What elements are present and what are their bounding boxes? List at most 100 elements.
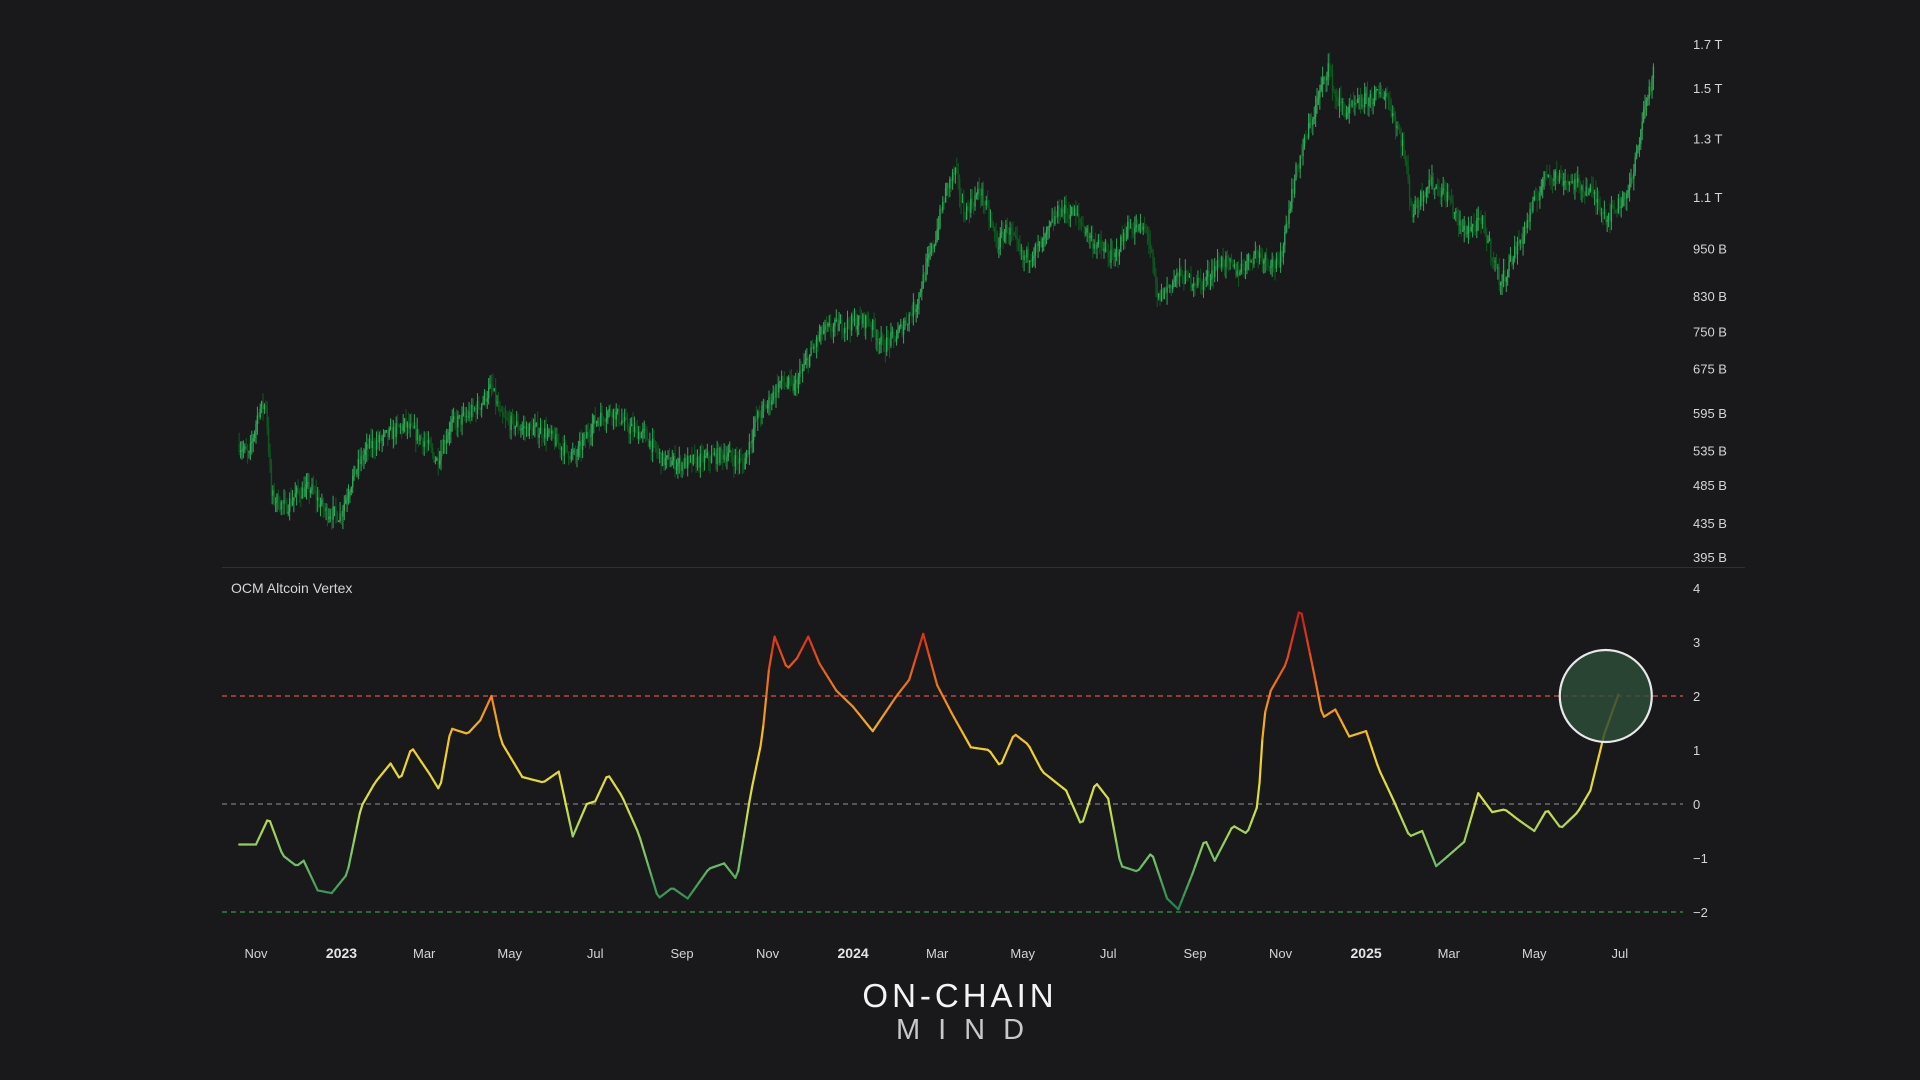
price-candle	[842, 327, 844, 339]
price-candle	[937, 216, 940, 241]
reference-lines	[222, 695, 1683, 913]
price-candle	[581, 432, 584, 459]
price-candle	[311, 477, 313, 495]
price-candle	[1059, 207, 1062, 221]
price-candle	[688, 455, 690, 465]
price-candle	[527, 422, 529, 437]
price-candle	[1327, 53, 1329, 86]
price-candle	[895, 329, 898, 346]
price-candle	[1450, 188, 1453, 204]
price-candle	[633, 416, 636, 438]
price-candle	[1393, 107, 1395, 122]
price-candle	[326, 503, 329, 527]
price-candle	[1264, 252, 1266, 273]
price-candle	[1361, 94, 1363, 110]
indicator-segment	[745, 800, 751, 821]
price-candle	[1380, 85, 1383, 98]
indicator-segment	[1151, 855, 1157, 867]
price-candle	[583, 431, 585, 446]
price-candle	[377, 429, 379, 450]
indicator-segment	[1390, 794, 1396, 803]
price-candle	[649, 432, 651, 450]
price-candle	[1124, 223, 1126, 249]
price-candle	[1235, 263, 1237, 279]
price-candle	[884, 339, 887, 363]
price-candle	[485, 389, 487, 408]
price-candle	[1628, 172, 1631, 202]
price-candle	[1633, 163, 1635, 191]
price-candle	[1125, 226, 1128, 242]
price-candle	[1345, 105, 1348, 120]
price-candle	[1108, 250, 1111, 266]
price-candle	[1226, 250, 1229, 270]
price-candle	[909, 311, 912, 316]
price-candle	[996, 231, 999, 254]
price-candle	[647, 438, 650, 448]
price-candle	[992, 221, 994, 232]
price-candle	[708, 450, 710, 471]
price-candle	[416, 417, 418, 445]
price-candle	[588, 428, 591, 449]
price-candle	[867, 311, 870, 327]
price-candle	[1637, 145, 1639, 154]
price-candle	[720, 444, 723, 465]
price-candle	[737, 451, 739, 476]
price-candle	[921, 281, 923, 301]
price-candle	[1351, 99, 1353, 108]
indicator-segment	[1154, 864, 1160, 875]
price-candle	[1457, 208, 1460, 238]
price-candle	[403, 418, 406, 433]
price-candle	[827, 322, 829, 332]
price-tick-label: 435 B	[1693, 516, 1727, 531]
price-candle	[936, 218, 938, 243]
price-candle	[1309, 113, 1311, 129]
price-candle	[1634, 152, 1636, 177]
price-candle	[1038, 241, 1041, 252]
price-candle	[548, 427, 550, 438]
price-candle	[754, 415, 756, 437]
price-candle	[508, 409, 511, 439]
price-candle	[614, 407, 616, 429]
price-candle	[307, 472, 309, 489]
price-candle	[632, 412, 634, 441]
price-candle	[853, 308, 856, 327]
price-candle	[1523, 221, 1526, 244]
price-candle	[441, 438, 444, 457]
indicator-segment	[1314, 680, 1320, 698]
price-candle	[679, 454, 682, 477]
indicator-segment	[439, 766, 445, 784]
price-candle	[590, 423, 592, 446]
price-candle	[494, 377, 497, 415]
price-candle	[1007, 227, 1010, 245]
price-candle	[609, 403, 612, 417]
price-candle	[1263, 258, 1265, 274]
price-candle	[1577, 166, 1579, 188]
price-candle	[954, 167, 957, 184]
price-candle	[438, 450, 441, 469]
price-candle	[1024, 254, 1027, 264]
price-candle	[846, 310, 849, 341]
price-candle	[1445, 181, 1447, 208]
price-candle	[1537, 191, 1540, 201]
price-candle	[1549, 164, 1551, 186]
price-candle	[286, 497, 288, 515]
time-tick-label: 2025	[1351, 945, 1382, 961]
price-candle	[947, 183, 950, 199]
price-candle	[818, 324, 821, 343]
price-candle	[1331, 63, 1334, 101]
price-candle	[734, 448, 737, 474]
price-candle	[1010, 223, 1013, 242]
price-candle	[650, 440, 652, 461]
price-candle	[1044, 232, 1046, 247]
price-candle	[426, 430, 428, 453]
price-candle	[1296, 164, 1299, 178]
price-candle	[1242, 259, 1244, 275]
price-candle	[860, 309, 863, 330]
price-candle	[865, 314, 867, 340]
price-candle	[429, 437, 431, 446]
price-candle	[887, 330, 889, 350]
price-candle	[1261, 248, 1264, 273]
price-candle	[1139, 213, 1142, 234]
price-candle	[1434, 187, 1436, 200]
price-candle	[253, 430, 256, 442]
